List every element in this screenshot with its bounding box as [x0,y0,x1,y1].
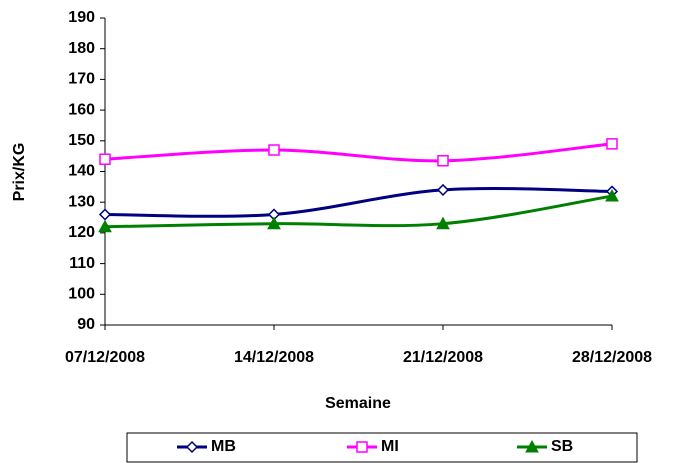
y-tick-label: 90 [77,316,95,333]
marker [98,219,112,233]
marker [185,440,199,454]
marker [268,144,280,156]
y-tick-label: 170 [68,71,95,88]
x-tick-label: 21/12/2008 [403,349,483,366]
marker [436,183,450,196]
y-tick-label: 180 [68,40,95,57]
y-tick-label: 140 [68,163,95,180]
marker [356,441,368,453]
marker [98,208,112,221]
marker [605,189,619,202]
x-tick-label: 28/12/2008 [572,349,652,366]
series-line [104,194,613,229]
y-tick-label: 120 [68,224,95,241]
y-tick-label: 190 [68,9,95,26]
marker [437,155,449,167]
marker [606,138,618,150]
marker [267,216,281,230]
x-tick-label: 07/12/2008 [65,349,145,366]
legend-label: SB [551,438,573,455]
legend-box [126,432,638,463]
marker [436,216,450,230]
x-tick-label: 14/12/2008 [234,349,314,366]
legend-label: MI [381,438,399,455]
y-tick-label: 100 [68,286,95,303]
marker [525,439,539,453]
series-line [104,142,613,163]
legend-label: MB [211,438,236,455]
marker [99,153,111,165]
y-tick-label: 160 [68,101,95,118]
x-axis-label: Semaine [325,395,391,412]
y-tick-label: 130 [68,193,95,210]
y-tick-label: 150 [68,132,95,149]
series-line [104,187,613,218]
y-tick-label: 110 [69,255,95,272]
y-axis-label: Prix/KG [11,143,28,202]
